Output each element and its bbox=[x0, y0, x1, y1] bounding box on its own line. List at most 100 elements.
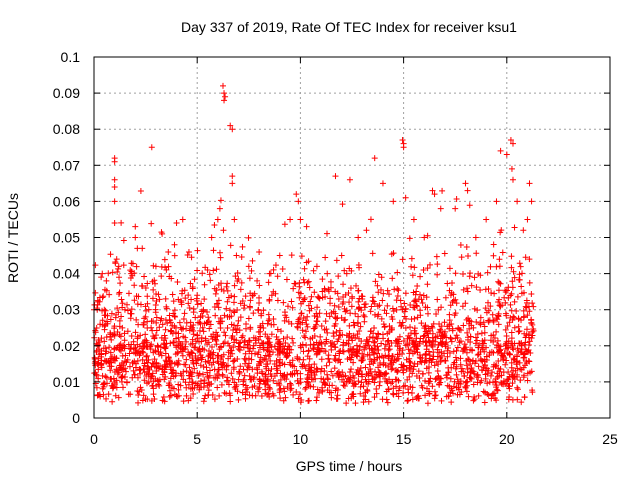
data-point bbox=[330, 333, 337, 340]
data-point bbox=[463, 362, 470, 369]
data-point bbox=[335, 295, 342, 302]
data-point bbox=[479, 340, 486, 347]
data-point bbox=[181, 310, 188, 317]
x-tick-label: 0 bbox=[90, 431, 98, 447]
data-point bbox=[227, 398, 234, 405]
data-point bbox=[230, 364, 237, 371]
data-point bbox=[322, 348, 329, 355]
data-point bbox=[518, 399, 525, 406]
data-point bbox=[117, 364, 124, 371]
data-point bbox=[423, 294, 430, 301]
data-point bbox=[225, 381, 232, 388]
data-point bbox=[238, 254, 245, 261]
data-point bbox=[495, 342, 502, 349]
data-point bbox=[177, 382, 184, 389]
data-point bbox=[235, 345, 242, 352]
data-point bbox=[162, 357, 169, 364]
data-point bbox=[121, 330, 128, 337]
data-point bbox=[375, 271, 382, 278]
data-point bbox=[514, 384, 521, 391]
data-point bbox=[435, 306, 442, 313]
data-point bbox=[526, 256, 533, 263]
data-point bbox=[287, 216, 294, 223]
data-point bbox=[318, 356, 325, 363]
data-point bbox=[148, 144, 155, 151]
data-point bbox=[389, 378, 396, 385]
data-point bbox=[475, 392, 482, 399]
data-point bbox=[236, 340, 243, 347]
data-point bbox=[151, 356, 158, 363]
data-point bbox=[516, 327, 523, 334]
data-point bbox=[413, 288, 420, 295]
data-point bbox=[508, 364, 515, 371]
data-point bbox=[323, 310, 330, 317]
data-point bbox=[266, 339, 273, 346]
data-point bbox=[457, 361, 464, 368]
data-point bbox=[229, 375, 236, 382]
data-point bbox=[219, 361, 226, 368]
y-tick-label: 0.09 bbox=[53, 85, 80, 101]
data-point bbox=[208, 343, 215, 350]
data-point bbox=[161, 344, 168, 351]
data-point bbox=[141, 273, 148, 280]
data-point bbox=[328, 394, 335, 401]
data-point bbox=[158, 263, 165, 270]
data-point bbox=[269, 349, 276, 356]
data-point bbox=[389, 390, 396, 397]
data-point bbox=[229, 180, 236, 187]
data-point bbox=[162, 326, 169, 333]
data-point bbox=[450, 390, 457, 397]
data-point bbox=[522, 254, 529, 261]
data-point bbox=[147, 342, 154, 349]
data-point bbox=[167, 340, 174, 347]
data-point bbox=[100, 380, 107, 387]
data-point bbox=[169, 369, 176, 376]
data-point bbox=[458, 368, 465, 375]
y-tick-label: 0.01 bbox=[53, 374, 80, 390]
data-point bbox=[98, 364, 105, 371]
data-point bbox=[160, 393, 167, 400]
data-point bbox=[345, 378, 352, 385]
data-point bbox=[375, 369, 382, 376]
data-point bbox=[464, 187, 471, 194]
data-point bbox=[471, 396, 478, 403]
data-point bbox=[400, 389, 407, 396]
data-point bbox=[215, 366, 222, 373]
data-point bbox=[142, 331, 149, 338]
data-point bbox=[382, 341, 389, 348]
data-point bbox=[210, 267, 217, 274]
data-point bbox=[346, 299, 353, 306]
data-point bbox=[142, 396, 149, 403]
data-point bbox=[241, 302, 248, 309]
data-point bbox=[400, 144, 407, 151]
data-point bbox=[435, 375, 442, 382]
data-point bbox=[236, 370, 243, 377]
data-point bbox=[224, 377, 231, 384]
data-point bbox=[237, 363, 244, 370]
data-point bbox=[142, 284, 149, 291]
data-point bbox=[238, 279, 245, 286]
data-point bbox=[205, 339, 212, 346]
data-point bbox=[113, 377, 120, 384]
data-point bbox=[307, 335, 314, 342]
data-point bbox=[193, 297, 200, 304]
data-point bbox=[400, 383, 407, 390]
data-point bbox=[167, 392, 174, 399]
data-point bbox=[296, 279, 303, 286]
data-point bbox=[108, 336, 115, 343]
data-point bbox=[254, 370, 261, 377]
data-point bbox=[234, 269, 241, 276]
data-point bbox=[223, 305, 230, 312]
data-point bbox=[276, 359, 283, 366]
data-point bbox=[145, 356, 152, 363]
data-point bbox=[248, 267, 255, 274]
data-point bbox=[308, 370, 315, 377]
data-point bbox=[299, 327, 306, 334]
data-point bbox=[482, 375, 489, 382]
data-point bbox=[357, 390, 364, 397]
data-point bbox=[200, 306, 207, 313]
data-point bbox=[528, 320, 535, 327]
data-point bbox=[446, 350, 453, 357]
data-point bbox=[99, 385, 106, 392]
data-point bbox=[337, 331, 344, 338]
